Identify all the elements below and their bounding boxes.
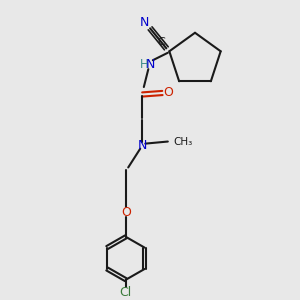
Text: Cl: Cl: [120, 286, 132, 299]
Text: O: O: [121, 206, 131, 219]
Text: CH₃: CH₃: [173, 136, 192, 146]
Text: N: N: [138, 139, 147, 152]
Text: O: O: [163, 86, 173, 100]
Text: N: N: [146, 58, 155, 70]
Text: N: N: [140, 16, 149, 29]
Text: H: H: [140, 58, 148, 71]
Text: C: C: [157, 37, 165, 47]
